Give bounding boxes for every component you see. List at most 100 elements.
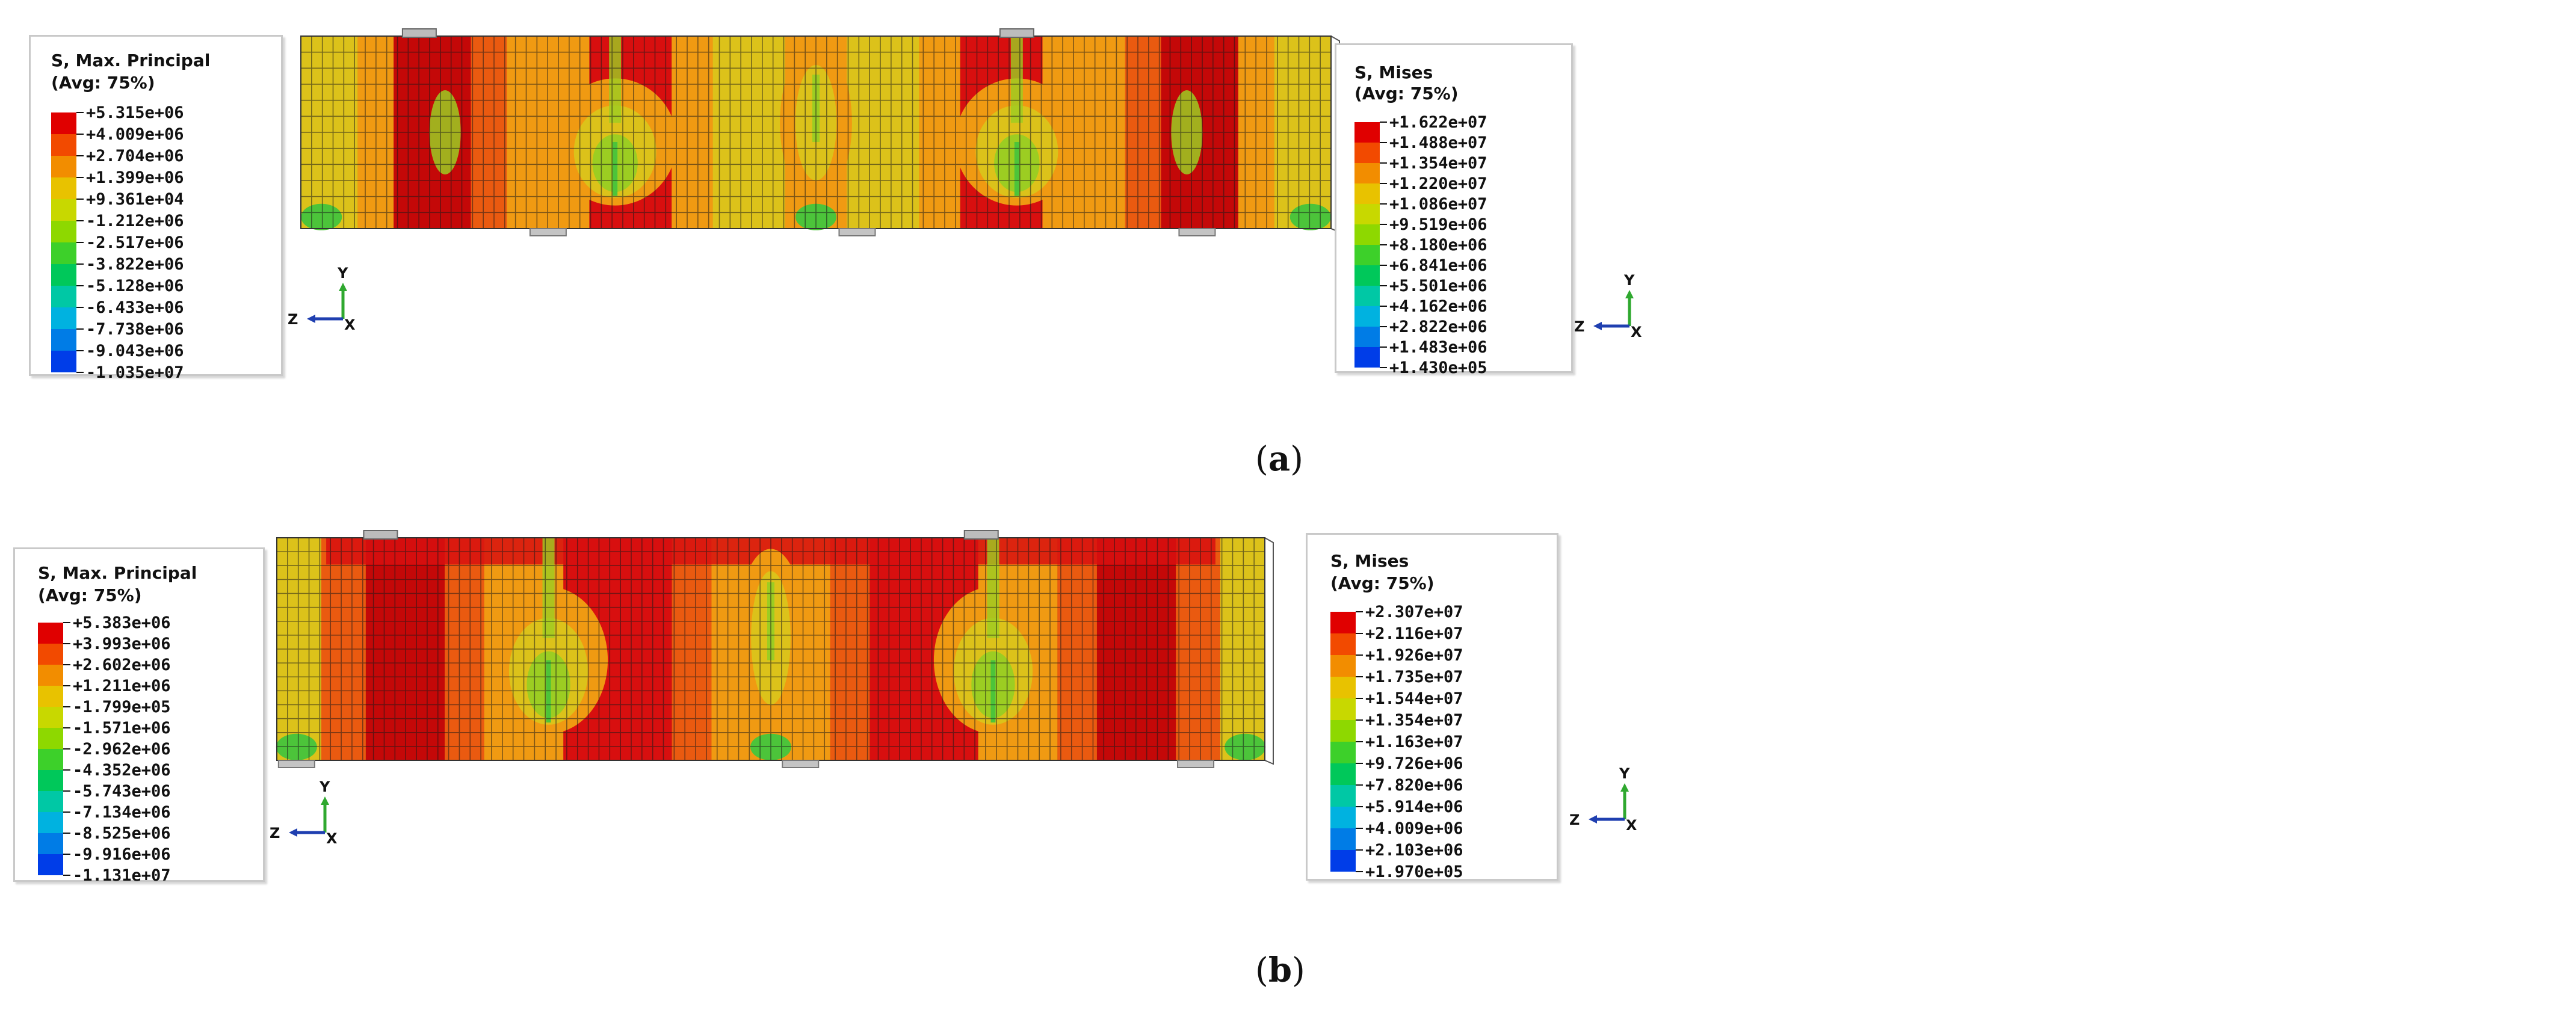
support-plate — [1177, 760, 1215, 768]
legend-tick-label: +2.103e+06 — [1365, 841, 1463, 860]
legend-tick-label: -3.822e+06 — [86, 255, 184, 274]
legend-tick-label: +1.211e+06 — [73, 677, 171, 695]
rebar-mises-a — [1595, 65, 2527, 217]
z-axis-label: Z — [288, 311, 298, 328]
legend-swatch — [1354, 245, 1380, 265]
legend-swatch — [1354, 265, 1380, 286]
support-plate — [782, 760, 820, 768]
legend-tick-label: +1.220e+07 — [1389, 174, 1487, 193]
legend-tick-label: +9.519e+06 — [1389, 215, 1487, 234]
legend-swatch — [51, 264, 76, 286]
legend-swatch — [51, 134, 76, 156]
legend-avg-label: (Avg: 75%) — [1330, 573, 1435, 593]
legend-swatch — [1354, 347, 1380, 368]
legend-tick-label: +7.820e+06 — [1365, 776, 1463, 795]
legend-max-principal-a: S, Max. Principal (Avg: 75%) +5.315e+06 +… — [29, 35, 283, 382]
support-stress-zone — [1290, 203, 1331, 230]
legend-mises-b: S, Mises (Avg: 75%) +2.307e+07 +2.116e+07… — [1306, 533, 1558, 881]
load-plate — [999, 28, 1034, 38]
mesh-grid — [301, 36, 1331, 229]
legend-tick-label: +3.993e+06 — [73, 635, 171, 653]
rebar-group — [1583, 543, 2545, 739]
legend-swatch — [1354, 183, 1380, 204]
legend-swatch — [1330, 612, 1356, 633]
y-axis-label: Y — [319, 778, 330, 795]
x-axis-label: X — [1631, 324, 1642, 340]
legend-tick-label: +5.315e+06 — [86, 103, 184, 122]
y-axis-label: Y — [1619, 765, 1630, 782]
legend-tick-label: +2.704e+06 — [86, 147, 184, 165]
legend-tick-label: +2.116e+07 — [1365, 624, 1463, 643]
legend-tick-label: +1.483e+06 — [1389, 338, 1487, 357]
legend-swatch — [38, 749, 63, 770]
legend-swatch — [1330, 677, 1356, 698]
legend-tick-label: -8.525e+06 — [73, 824, 171, 843]
legend-tick-label: +5.914e+06 — [1365, 798, 1463, 816]
legend-swatch — [51, 112, 76, 134]
legend-title: S, Max. Principal — [51, 51, 211, 70]
legend-swatch — [1330, 828, 1356, 850]
x-axis-label: X — [344, 316, 356, 333]
support-plate — [277, 760, 315, 768]
legend-tick-label: -6.433e+06 — [86, 298, 184, 317]
support-plate — [1178, 228, 1216, 236]
legend-swatch — [1354, 143, 1380, 163]
caption-letter: a — [1268, 439, 1291, 479]
stress-core — [990, 660, 996, 723]
support-stress-zone — [301, 203, 342, 230]
legend-swatch — [38, 644, 63, 665]
legend-swatch — [38, 770, 63, 791]
legend-swatch — [51, 351, 76, 372]
legend-avg-label: (Avg: 75%) — [38, 585, 142, 605]
legend-tick-label: +1.399e+06 — [86, 168, 184, 187]
legend-swatch — [1354, 306, 1380, 327]
stress-core — [613, 142, 618, 196]
legend-tick-label: +8.180e+06 — [1389, 236, 1487, 254]
stress-core — [1014, 142, 1019, 196]
z-axis-arrowhead — [307, 315, 315, 323]
stress-column — [542, 538, 555, 638]
legend-tick-label: -1.212e+06 — [86, 212, 184, 230]
legend-tick-label: -9.043e+06 — [86, 342, 184, 360]
stress-column — [987, 538, 999, 638]
legend-tick-label: +9.726e+06 — [1365, 754, 1463, 773]
legend-swatch — [1330, 633, 1356, 655]
legend-swatch — [1330, 698, 1356, 720]
beam-body — [276, 530, 1274, 768]
legend-tick-label: +1.735e+07 — [1365, 668, 1463, 686]
legend-swatch — [1330, 807, 1356, 828]
legend-tick-label: +1.163e+07 — [1365, 733, 1463, 751]
beam-body — [300, 28, 1340, 236]
legend-tick-label: -4.352e+06 — [73, 761, 171, 780]
legend-swatch — [1330, 720, 1356, 742]
legend-tick-label: -2.517e+06 — [86, 233, 184, 252]
legend-tick-label: +1.544e+07 — [1365, 689, 1463, 708]
legend-swatch — [1330, 785, 1356, 807]
legend-tick-label: -2.962e+06 — [73, 740, 171, 759]
support-plate — [529, 228, 567, 236]
legend-tick-label: +2.822e+06 — [1389, 318, 1487, 336]
color-scale: +5.315e+06 +4.009e+06 +2.704e+06 +1.399e+06… — [51, 103, 184, 382]
legend-tick-label: -1.131e+07 — [73, 866, 171, 885]
mesh-grid — [277, 538, 1265, 760]
legend-tick-label: +2.602e+06 — [73, 656, 171, 674]
beam-outline — [276, 537, 1265, 761]
beam-contour-max-principal-b — [276, 530, 1274, 768]
legend-swatch — [51, 242, 76, 264]
legend-mises-a: S, Mises (Avg: 75%) +1.622e+07 +1.488e+07… — [1335, 43, 1573, 377]
legend-swatch — [51, 329, 76, 351]
y-axis-arrowhead — [321, 796, 329, 805]
legend-swatch — [38, 665, 63, 686]
legend-tick-label: +2.307e+07 — [1365, 603, 1463, 621]
legend-swatch — [51, 177, 76, 199]
z-axis-label: Z — [1569, 811, 1580, 828]
y-axis-label: Y — [337, 265, 348, 282]
z-axis-label: Z — [270, 825, 280, 842]
panel-caption-b: (b) — [1255, 950, 1305, 990]
color-scale: +1.622e+07 +1.488e+07 +1.354e+07+1.220e+07… — [1354, 113, 1487, 377]
support-stress-zone — [276, 733, 317, 760]
legend-swatch — [1354, 286, 1380, 306]
legend-swatch — [51, 307, 76, 329]
caption-letter: b — [1268, 950, 1293, 990]
legend-avg-label: (Avg: 75%) — [51, 73, 155, 93]
